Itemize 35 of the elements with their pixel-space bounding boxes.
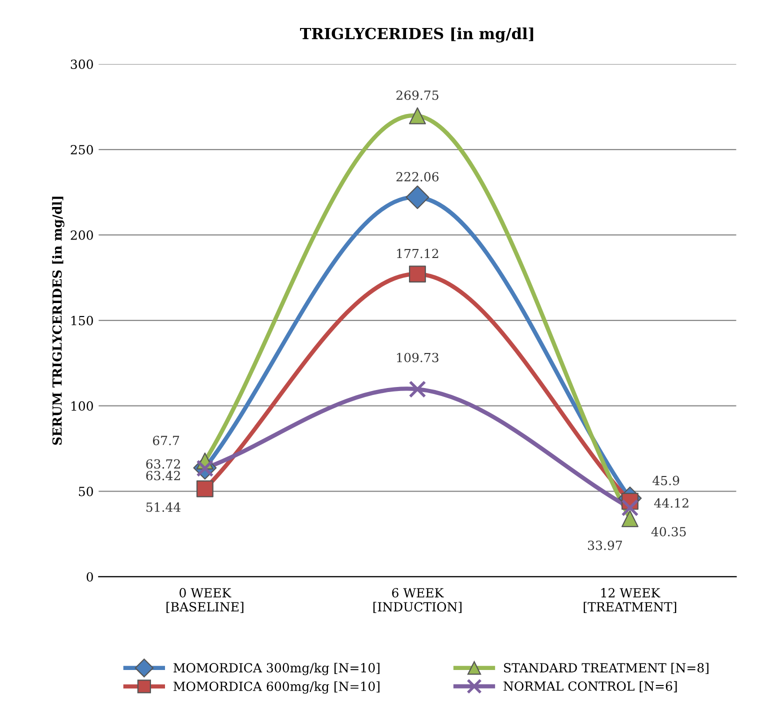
- x-tick-label: 0 WEEK [BASELINE]: [166, 588, 244, 613]
- legend-label: MOMORDICA 600mg/kg [N=10]: [174, 681, 380, 694]
- y-tick-label: 200: [70, 230, 93, 240]
- data-label: 67.7: [152, 436, 180, 446]
- point: [408, 266, 426, 283]
- data-label: 40.35: [651, 526, 686, 536]
- y-tick-label: 300: [70, 60, 93, 70]
- y-axis-title: SERUM TRIGLYCERIDES [in mg/dl]: [52, 196, 64, 445]
- point: [621, 510, 638, 528]
- data-label: 44.12: [654, 498, 688, 508]
- point: [621, 499, 639, 516]
- legend-label: MOMORDICA 300mg/kg [N=10]: [174, 662, 380, 676]
- data-label: 33.97: [588, 540, 622, 550]
- y-tick-label: 0: [86, 572, 93, 582]
- point: [408, 380, 426, 398]
- data-label: 222.06: [396, 172, 439, 182]
- data-label: 177.12: [397, 248, 438, 258]
- x-tick-label: 6 WEEK [INDUCTION]: [373, 588, 462, 613]
- data-label: 51.44: [146, 502, 181, 512]
- data-label: 63.72: [146, 459, 180, 469]
- y-tick-label: 150: [71, 316, 93, 326]
- chart-title: TRIGLYCERIDES [in mg/dl]: [300, 27, 534, 42]
- data-label: 109.73: [397, 352, 438, 362]
- legend-label: STANDARD TREATMENT [N=8]: [504, 662, 708, 674]
- legend-label: NORMAL CONTROL [N=6]: [504, 681, 677, 692]
- y-tick-label: 250: [70, 144, 93, 154]
- data-label: 45.9: [652, 476, 680, 486]
- y-tick-label: 50: [78, 486, 93, 496]
- y-tick-label: 100: [71, 401, 93, 411]
- data-label: 63.42: [146, 470, 180, 480]
- point: [408, 107, 426, 124]
- x-tick-label: 12 WEEK [TREATMENT]: [584, 588, 676, 613]
- point: [196, 480, 214, 498]
- data-label: 269.75: [396, 90, 438, 100]
- point: [406, 186, 430, 210]
